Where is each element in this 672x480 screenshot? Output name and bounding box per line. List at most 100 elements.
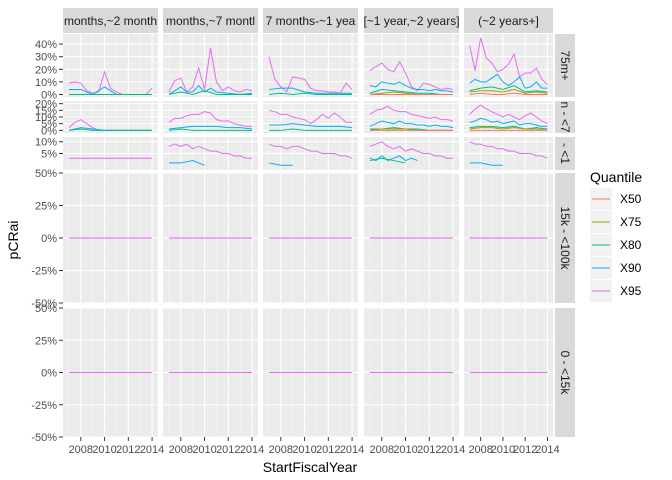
panel-background	[163, 34, 258, 97]
series-line-x90	[369, 120, 454, 129]
column-strip	[263, 8, 358, 33]
panel-grid	[263, 137, 358, 170]
y-tick-label: 30%	[35, 52, 57, 64]
y-tick-label: 0%	[41, 89, 57, 101]
column-strip-label: months,~7 montl	[166, 14, 255, 28]
y-tick-label: 0%	[41, 233, 57, 245]
legend-label: X90	[620, 261, 642, 275]
x-axis-title: StartFiscalYear	[263, 459, 358, 475]
column-strip-label: [~1 year,~2 years]	[363, 14, 459, 28]
x-tick-label: 2012	[116, 444, 140, 456]
column-strip	[63, 8, 158, 33]
row-strip-label-group: - <1	[558, 143, 572, 164]
series-line-x95	[369, 60, 454, 92]
panel-grid	[163, 101, 258, 133]
panel-series-group	[369, 141, 454, 164]
panel-series-group	[268, 56, 353, 95]
y-tick-label: 40%	[35, 39, 57, 51]
row-strip-label: 15k - <100k	[558, 206, 572, 270]
legend-label: X75	[620, 215, 642, 229]
panel-grid	[63, 137, 158, 170]
series-line-x90	[469, 117, 548, 127]
x-tick-label: 2008	[370, 444, 394, 456]
x-tick-label: 2010	[393, 444, 417, 456]
column-strip	[163, 8, 258, 33]
panels-layer	[63, 34, 553, 438]
x-tick-label: 2008	[69, 444, 93, 456]
row-strip-label-group: n - <7	[558, 101, 572, 132]
panel-grid	[464, 137, 553, 170]
series-line-x80	[369, 157, 406, 164]
x-tick-label: 2014	[140, 444, 164, 456]
panel-series-group	[369, 105, 454, 131]
series-line-x95	[268, 143, 353, 159]
series-line-x95	[469, 104, 548, 125]
row-strip-label-group: 15k - <100k	[558, 206, 572, 270]
x-tick-label: 2014	[535, 444, 559, 456]
x-tick-label: 2008	[269, 444, 293, 456]
x-tick-label: 2010	[292, 444, 316, 456]
series-line-x90	[369, 81, 454, 93]
y-tick-label: 10%	[35, 137, 57, 149]
series-line-x90	[268, 162, 293, 166]
panel-grid	[364, 137, 459, 170]
y-tick-label: 50%	[35, 168, 57, 180]
y-tick-label: -25%	[31, 266, 57, 278]
series-line-x95	[369, 105, 454, 122]
y-tick-label: 50%	[35, 303, 57, 315]
series-line-x95	[469, 37, 548, 85]
y-tick-label: 5%	[41, 149, 57, 161]
series-line-x50	[469, 92, 548, 95]
column-strip	[464, 8, 553, 33]
series-line-x95	[168, 111, 253, 127]
x-tick-label: 2012	[216, 444, 240, 456]
row-strip-label: 75m+	[558, 50, 572, 80]
column-strip-label: months,~2 month	[64, 14, 157, 28]
series-line-x75	[469, 88, 548, 94]
x-tick-label: 2014	[441, 444, 465, 456]
row-strip	[555, 34, 575, 97]
series-line-x90	[168, 160, 205, 166]
y-tick-label: 0%	[41, 125, 57, 137]
panel-series-group	[469, 37, 548, 95]
row-strip	[555, 137, 575, 170]
row-strip-label: - <1	[558, 143, 572, 164]
x-tick-label: 2008	[468, 444, 492, 456]
legend-label: X80	[620, 238, 642, 252]
y-tick-label: -50%	[31, 432, 57, 444]
y-tick-label: 5%	[41, 119, 57, 131]
panel-series-group	[469, 104, 548, 131]
panel-series-group	[369, 60, 454, 95]
row-strip-label: 0 - <15k	[558, 351, 572, 396]
panel-grid	[464, 34, 553, 97]
y-tick-label: 25%	[35, 201, 57, 213]
panel-series-group	[68, 119, 153, 131]
series-line-x80	[268, 92, 353, 95]
x-tick-label: 2012	[513, 444, 537, 456]
x-tick-label: 2008	[169, 444, 193, 456]
strips-layer: months,~2 month months,~7 montl 7 months-~…	[63, 8, 575, 437]
x-tick-label: 2010	[491, 444, 515, 456]
series-line-x90	[469, 162, 503, 166]
row-strip-label: n - <7	[558, 101, 572, 132]
series-line-x80	[469, 85, 548, 93]
panel-grid	[364, 34, 459, 97]
column-strip-label: 7 months-~1 yea	[266, 14, 356, 28]
series-line-x80	[168, 90, 253, 95]
row-strip	[555, 101, 575, 133]
row-strip	[555, 308, 575, 437]
y-tick-label: 20%	[35, 99, 57, 111]
legend-title: Quantile	[590, 169, 642, 185]
x-tick-label: 2014	[340, 444, 364, 456]
series-line-x80	[68, 128, 153, 131]
series-line-x75	[469, 127, 548, 131]
x-tick-label: 2012	[417, 444, 441, 456]
series-line-x80	[268, 128, 353, 131]
y-tick-label: 10%	[35, 112, 57, 124]
legend-label: X50	[620, 192, 642, 206]
column-strip-label: (~2 years+]	[478, 14, 539, 28]
row-strip-label-group: 75m+	[558, 50, 572, 80]
series-line-x80	[469, 125, 548, 130]
panel-series-group	[68, 70, 153, 96]
